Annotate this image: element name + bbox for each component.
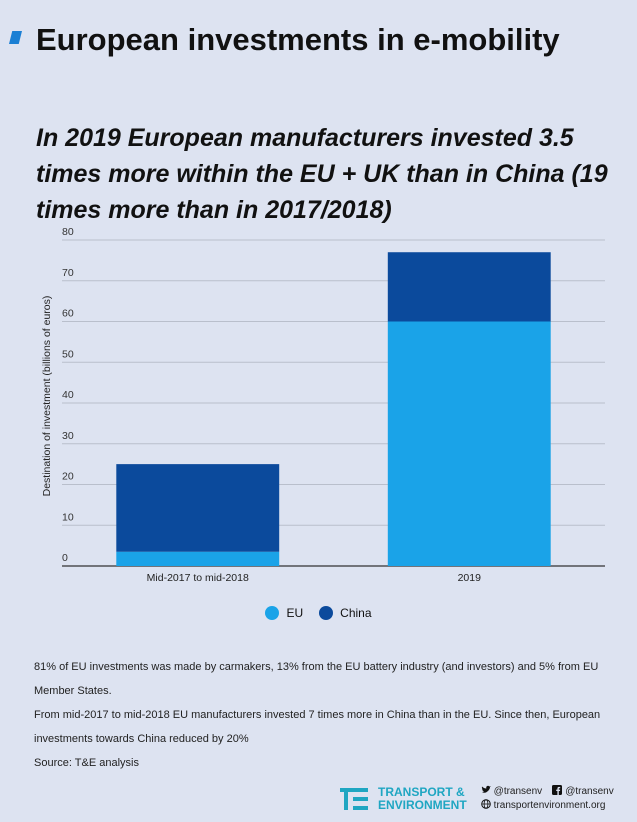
title-marker-icon [9,31,22,44]
note-line-1: 81% of EU investments was made by carmak… [34,661,599,697]
page-subtitle: In 2019 European manufacturers invested … [36,124,608,224]
legend-swatch-china [319,606,334,620]
brand-line-2: ENVIRONMENT [378,798,467,812]
y-tick-label: 10 [62,511,74,523]
chart-bars [116,252,551,566]
footer: TRANSPORT & ENVIRONMENT @transenv @trans… [340,784,614,814]
social-links: @transenv @transenv transportenvironment… [480,785,614,813]
y-tick-label: 20 [62,471,74,483]
facebook-icon [552,785,563,795]
y-tick-label: 0 [62,552,68,564]
y-tick-label: 40 [62,389,74,401]
y-axis-ticks: 0 10 20 30 40 50 60 70 80 [62,226,74,564]
legend-swatch-eu [265,606,280,620]
bar-eu-0 [116,551,280,566]
y-tick-label: 30 [62,430,74,442]
note-line-2: From mid-2017 to mid-2018 EU manufacture… [34,709,601,745]
legend-label-eu: EU [286,606,304,620]
y-tick-label: 70 [62,267,74,279]
source-note: Source: T&E analysis [34,757,139,769]
brand-name: TRANSPORT & ENVIRONMENT [378,786,467,812]
legend-item-eu: EU [265,606,303,620]
twitter-link[interactable]: @transenv [481,785,543,799]
page-title: European investments in e-mobility [36,22,560,57]
te-logo-icon [340,786,370,812]
bar-eu-1 [387,321,551,566]
y-tick-label: 50 [62,348,74,360]
chart-notes: 81% of EU investments was made by carmak… [34,655,624,775]
bar-china-0 [116,464,280,552]
y-tick-label: 80 [62,226,74,238]
y-axis-label: Destination of investment (billions of e… [41,296,53,497]
facebook-link[interactable]: @transenv [552,785,614,799]
x-tick-label: 2019 [458,572,482,584]
x-tick-label: Mid-2017 to mid-2018 [147,572,249,584]
y-tick-label: 60 [62,308,74,320]
x-axis-ticks: Mid-2017 to mid-2018 2019 [147,572,481,584]
twitter-handle: @transenv [493,786,543,797]
globe-icon [480,799,491,809]
website-link[interactable]: transportenvironment.org [480,799,614,813]
facebook-handle: @transenv [565,786,614,797]
legend-item-china: China [319,606,372,620]
twitter-icon [481,785,491,793]
website-url: transportenvironment.org [493,800,606,811]
brand-line-1: TRANSPORT & [378,785,465,799]
bar-china-1 [387,252,551,322]
chart-legend: EU China [0,606,637,620]
stacked-bar-chart: 0 10 20 30 40 50 60 70 80 Mid-2017 to mid-2018 20… [41,226,605,584]
legend-label-china: China [340,606,372,620]
